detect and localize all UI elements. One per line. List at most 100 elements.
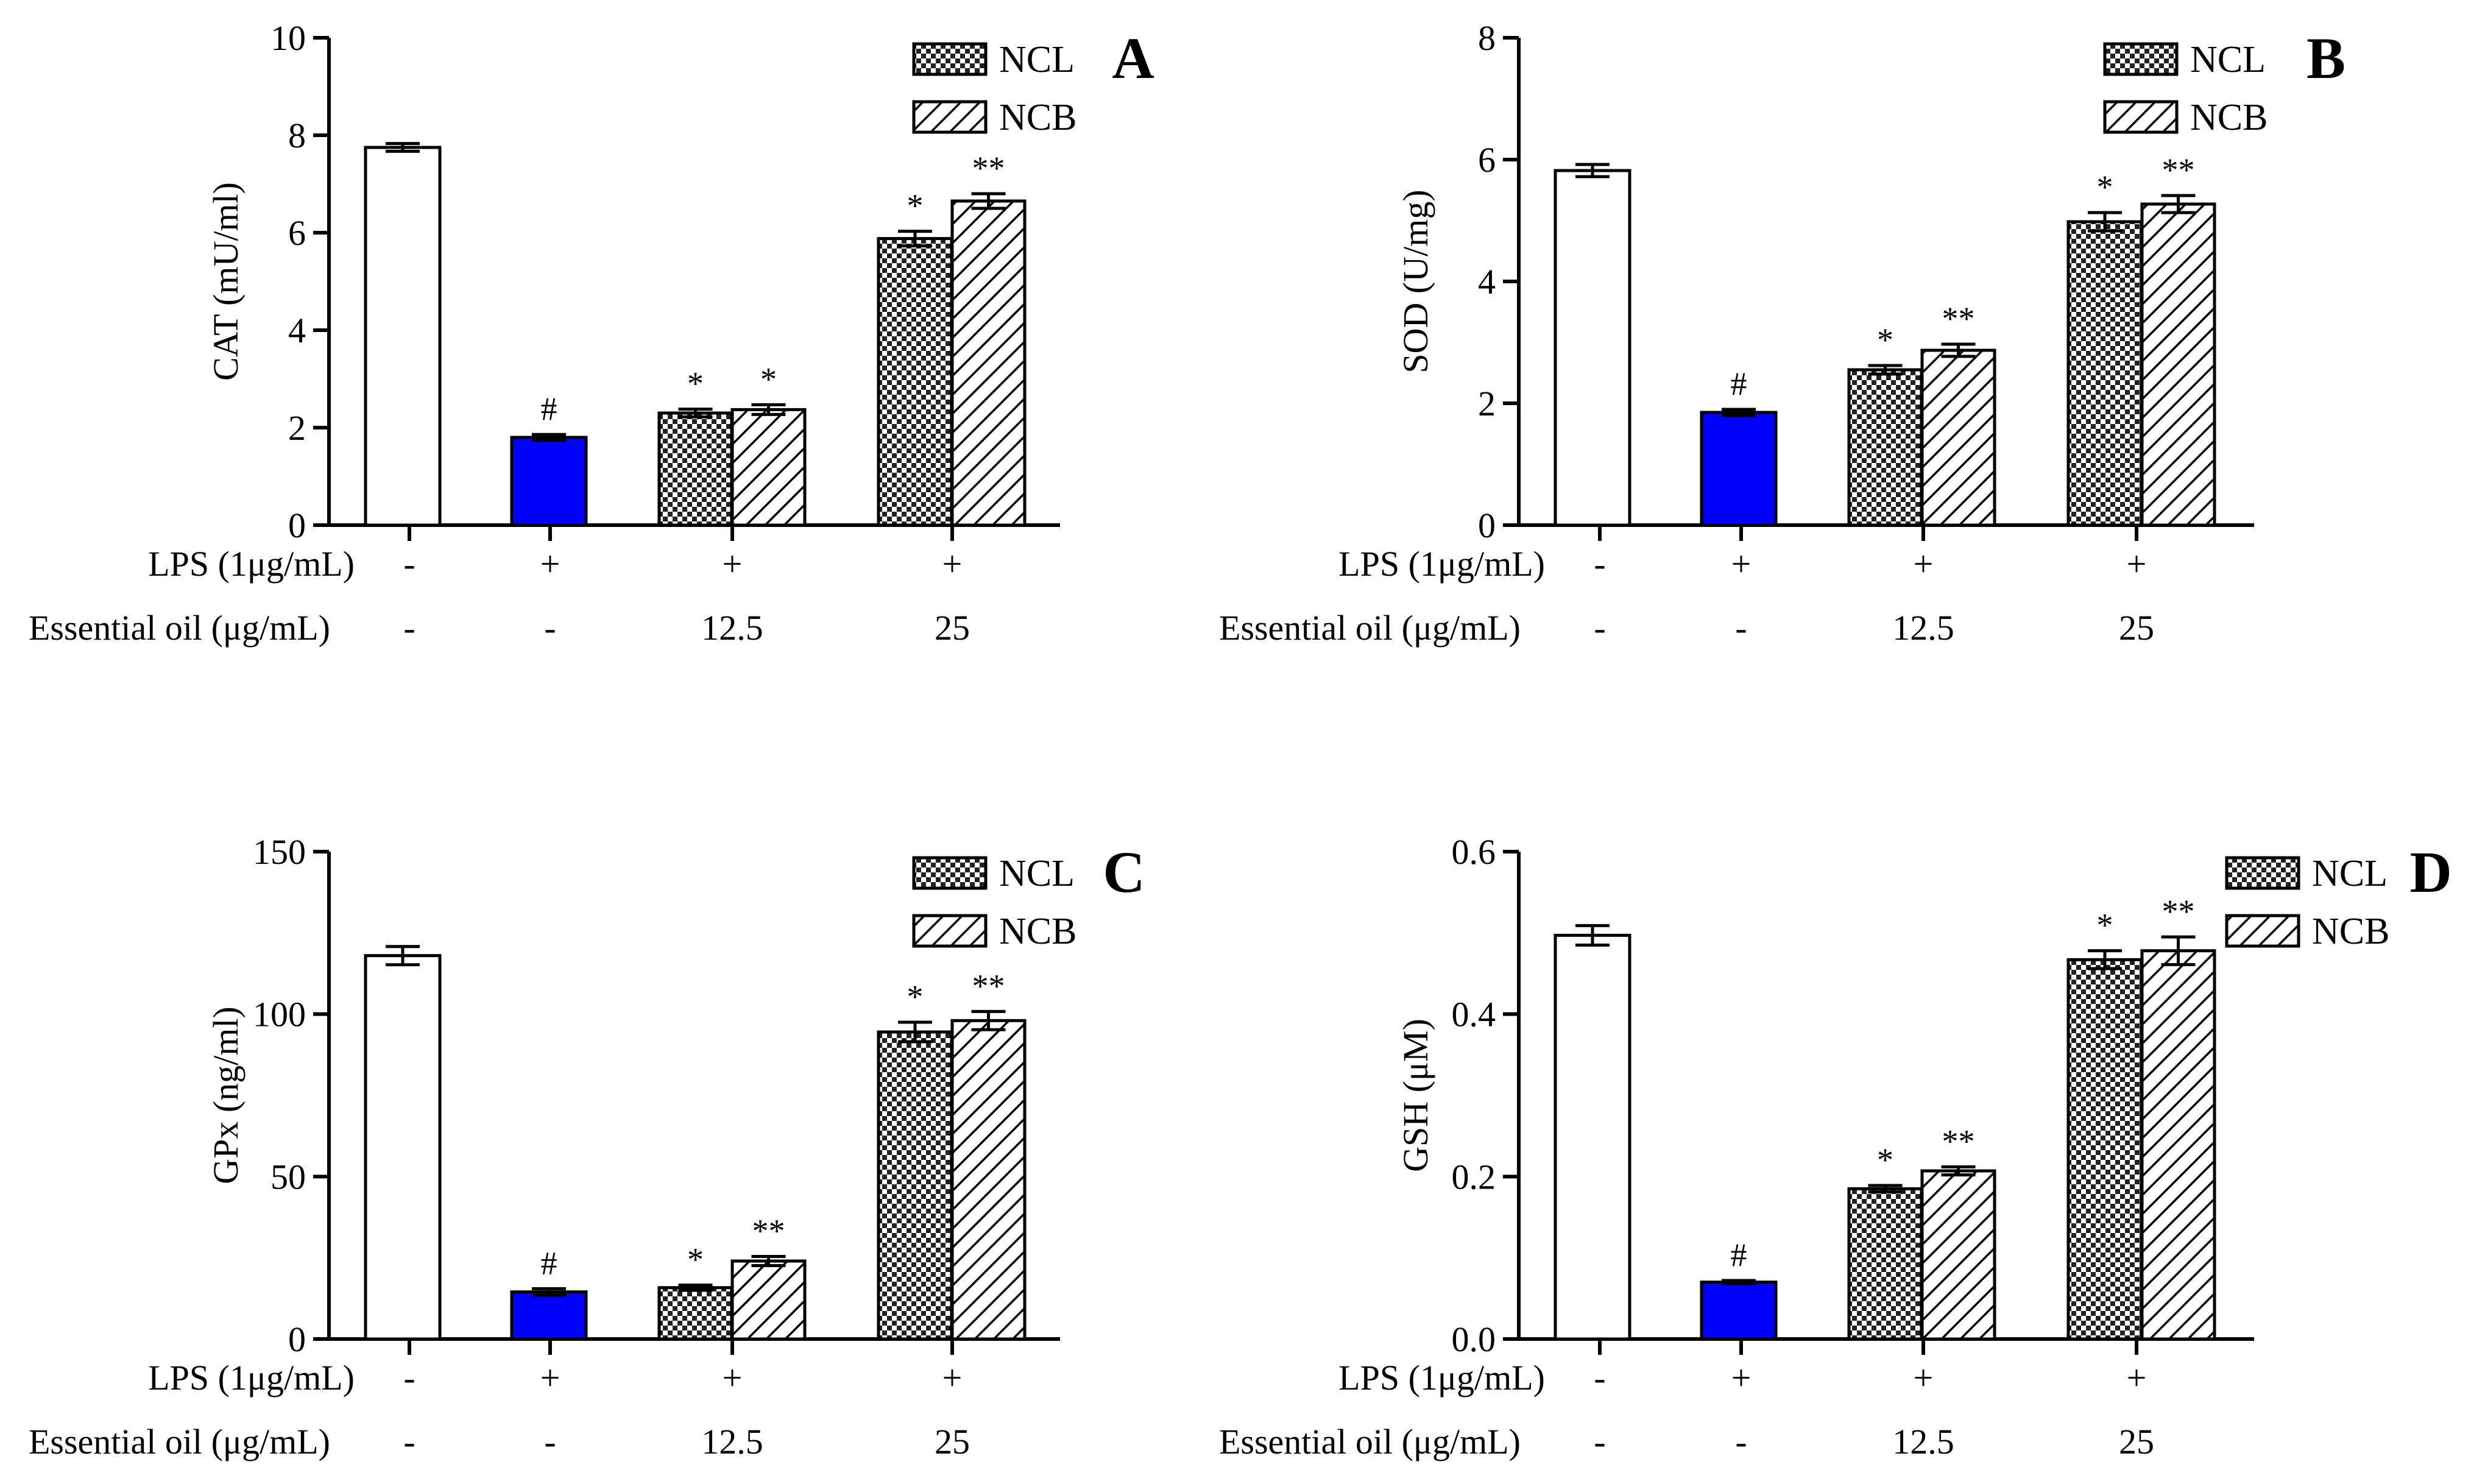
significance-mark: ** [972,150,1005,186]
bar-lps-group-1 [510,436,588,527]
panel-letter: D [2409,839,2451,905]
error-bar [898,230,932,248]
error-bar [532,1287,566,1297]
lps-condition: + [1731,544,1752,584]
significance-mark: * [687,366,704,402]
significance-mark: ** [972,967,1005,1004]
y-tick-label: 0 [288,506,306,545]
oil-condition: 25 [935,608,970,648]
y-tick-label: 2 [1478,384,1496,423]
error-bar [1722,408,1756,417]
y-tick-label: 10 [270,18,306,58]
error-bar [386,945,420,967]
error-bar [1575,163,1610,178]
oil-condition: - [403,608,415,648]
legend: NCL NCB [2103,39,2268,138]
bar-ncb-group-3 [950,1019,1027,1341]
panel-letter: A [1112,26,1154,91]
legend: NCL NCB [912,853,1076,952]
error-bar [2088,211,2122,233]
legend: NCL NCB [2225,853,2389,952]
lps-condition: + [2127,1358,2147,1397]
hatch-pattern [2103,100,2179,134]
significance-mark: * [2097,169,2113,205]
y-tick-label: 0.4 [1452,995,1496,1034]
bar-ncb-group-3 [2140,202,2216,527]
y-axis-label: CAT (mU/ml) [206,182,246,381]
y-tick-label: 0.0 [1452,1320,1496,1359]
lps-condition: - [1594,544,1605,584]
error-bar [2161,194,2196,214]
oil-row-label: Essential oil (μg/mL) [1219,608,1521,648]
panel-letter: C [1103,839,1145,905]
error-bar [532,433,566,442]
bar-lps-group-1 [510,1290,588,1341]
bar-ncb-group-2 [1920,348,1996,527]
significance-mark: ** [752,1213,785,1249]
oil-condition: 12.5 [701,1422,763,1461]
bar-lps-group-1 [1700,1281,1778,1341]
error-bar [971,192,1006,210]
y-tick-label: 0.2 [1452,1157,1496,1196]
checker-pattern [912,42,988,76]
legend-label: NCL [999,853,1075,894]
error-bar [678,1283,713,1292]
lps-row-label: LPS (1μg/mL) [148,544,355,584]
error-bar [1868,1184,1903,1194]
bar-ncb-group-2 [730,1259,807,1341]
oil-condition: 25 [935,1422,970,1461]
oil-condition: 12.5 [1892,608,1954,648]
bar-control-group-0 [1554,169,1631,527]
y-tick-label: 4 [288,311,306,350]
oil-condition: - [544,1422,556,1461]
y-tick-label: 2 [288,408,306,448]
legend-label: NCB [999,97,1076,138]
bar-ncl-group-2 [1847,1187,1923,1341]
lps-condition: - [403,544,415,584]
oil-row-label: Essential oil (μg/mL) [29,1422,330,1461]
significance-mark: # [1731,1237,1747,1273]
y-tick-label: 4 [1478,262,1496,302]
legend-label: NCL [2312,853,2388,894]
error-bar [751,403,786,416]
y-axis-label: GPx (ng/ml) [206,1006,246,1184]
bar-control-group-0 [1554,933,1631,1341]
legend-label: NCL [2190,39,2266,80]
error-bar [1868,364,1903,376]
significance-mark: * [1877,1142,1893,1178]
y-axis-label: SOD (U/mg) [1396,189,1435,373]
error-bar [1941,342,1976,358]
lps-row-label: LPS (1μg/mL) [1338,544,1545,584]
hatch-pattern [2225,914,2300,948]
bar-ncl-group-3 [877,1030,953,1341]
y-tick-label: 8 [288,116,306,155]
legend-label: NCB [2312,911,2389,952]
oil-condition: - [1735,1422,1747,1461]
error-bar [1575,924,1610,947]
legend: NCL NCB [912,39,1076,138]
legend-label: NCB [999,911,1076,952]
bar-ncb-group-2 [730,408,807,527]
y-tick-label: 0 [288,1320,306,1359]
oil-condition: 12.5 [701,608,763,648]
y-tick-label: 0.6 [1452,832,1496,872]
error-bar [971,1009,1006,1031]
error-bar [751,1255,786,1267]
significance-mark: * [907,188,924,224]
significance-mark: # [541,390,557,427]
significance-mark: * [1877,322,1893,358]
lps-condition: + [942,1358,963,1397]
error-bar [898,1020,932,1044]
significance-mark: * [687,1241,704,1277]
bar-ncl-group-2 [1847,368,1923,527]
y-tick-label: 6 [288,213,306,253]
oil-condition: - [403,1422,415,1461]
lps-condition: + [2127,544,2147,584]
y-tick-label: 150 [253,832,306,872]
y-tick-label: 50 [270,1157,306,1196]
bar-control-group-0 [364,954,442,1341]
lps-condition: + [723,544,743,584]
